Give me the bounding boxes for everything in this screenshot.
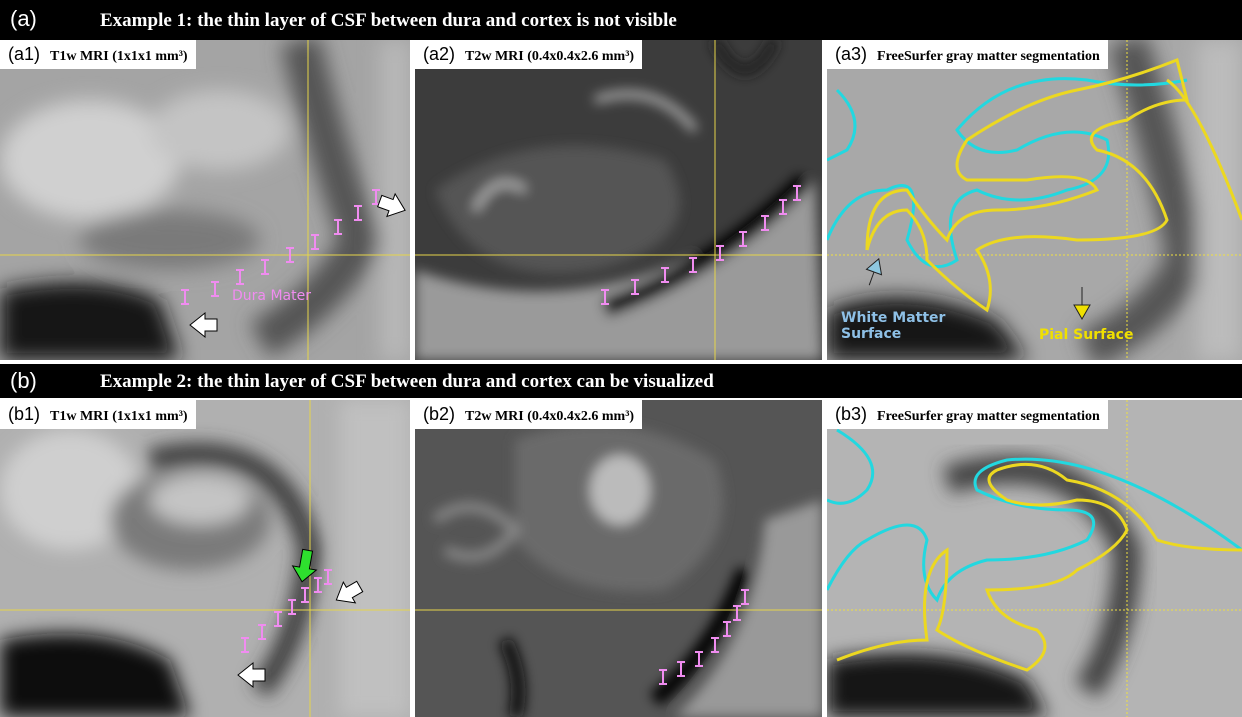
panel-label: (b3) FreeSurfer gray matter segmentation [827,400,1108,429]
panel-title: T2w MRI (0.4x0.4x2.6 mm³) [465,49,634,64]
panel-id: (a1) [8,44,40,64]
image-panel: (a2) T2w MRI (0.4x0.4x2.6 mm³) [415,40,822,360]
annotation: Pial Surface [1039,327,1133,343]
panel-id: (b3) [835,404,867,424]
image-panel: (b3) FreeSurfer gray matter segmentation [827,400,1242,717]
annotation: White Matter Surface [841,310,951,342]
panel-title: T1w MRI (1x1x1 mm³) [50,409,188,424]
panel-label: (a2) T2w MRI (0.4x0.4x2.6 mm³) [415,40,642,69]
figure: (a) Example 1: the thin layer of CSF bet… [0,0,1242,717]
mri-image [415,40,822,360]
panel-title: FreeSurfer gray matter segmentation [877,409,1100,424]
mri-image [0,400,410,717]
panel-title: FreeSurfer gray matter segmentation [877,49,1100,64]
panel-label: (a1) T1w MRI (1x1x1 mm³) [0,40,196,69]
panel-id: (a3) [835,44,867,64]
mri-image [0,40,410,360]
panel-label: (b1) T1w MRI (1x1x1 mm³) [0,400,196,429]
section-title: Example 1: the thin layer of CSF between… [100,10,677,32]
section-label: (b) [10,368,37,394]
panel-label: (b2) T2w MRI (0.4x0.4x2.6 mm³) [415,400,642,429]
section-bar: (a) Example 1: the thin layer of CSF bet… [0,0,1242,40]
image-panel: (b1) T1w MRI (1x1x1 mm³) [0,400,410,717]
section-title: Example 2: the thin layer of CSF between… [100,371,714,393]
section-bar: (b) Example 2: the thin layer of CSF bet… [0,364,1242,398]
image-panel: (a1) T1w MRI (1x1x1 mm³) Dura Mater [0,40,410,360]
panel-title: T2w MRI (0.4x0.4x2.6 mm³) [465,409,634,424]
panel-title: T1w MRI (1x1x1 mm³) [50,49,188,64]
annotation: Dura Mater [232,288,311,304]
segmentation-image [827,400,1242,717]
mri-image [415,400,822,717]
panel-id: (a2) [423,44,455,64]
image-panel: (a3)FreeSurfer gray matter segmentation … [827,40,1242,360]
section-label: (a) [10,6,37,32]
panel-label: (a3) FreeSurfer gray matter segmentation [827,40,1108,69]
panel-id: (b1) [8,404,40,424]
panel-id: (b2) [423,404,455,424]
image-panel: (b2) T2w MRI (0.4x0.4x2.6 mm³) [415,400,822,717]
